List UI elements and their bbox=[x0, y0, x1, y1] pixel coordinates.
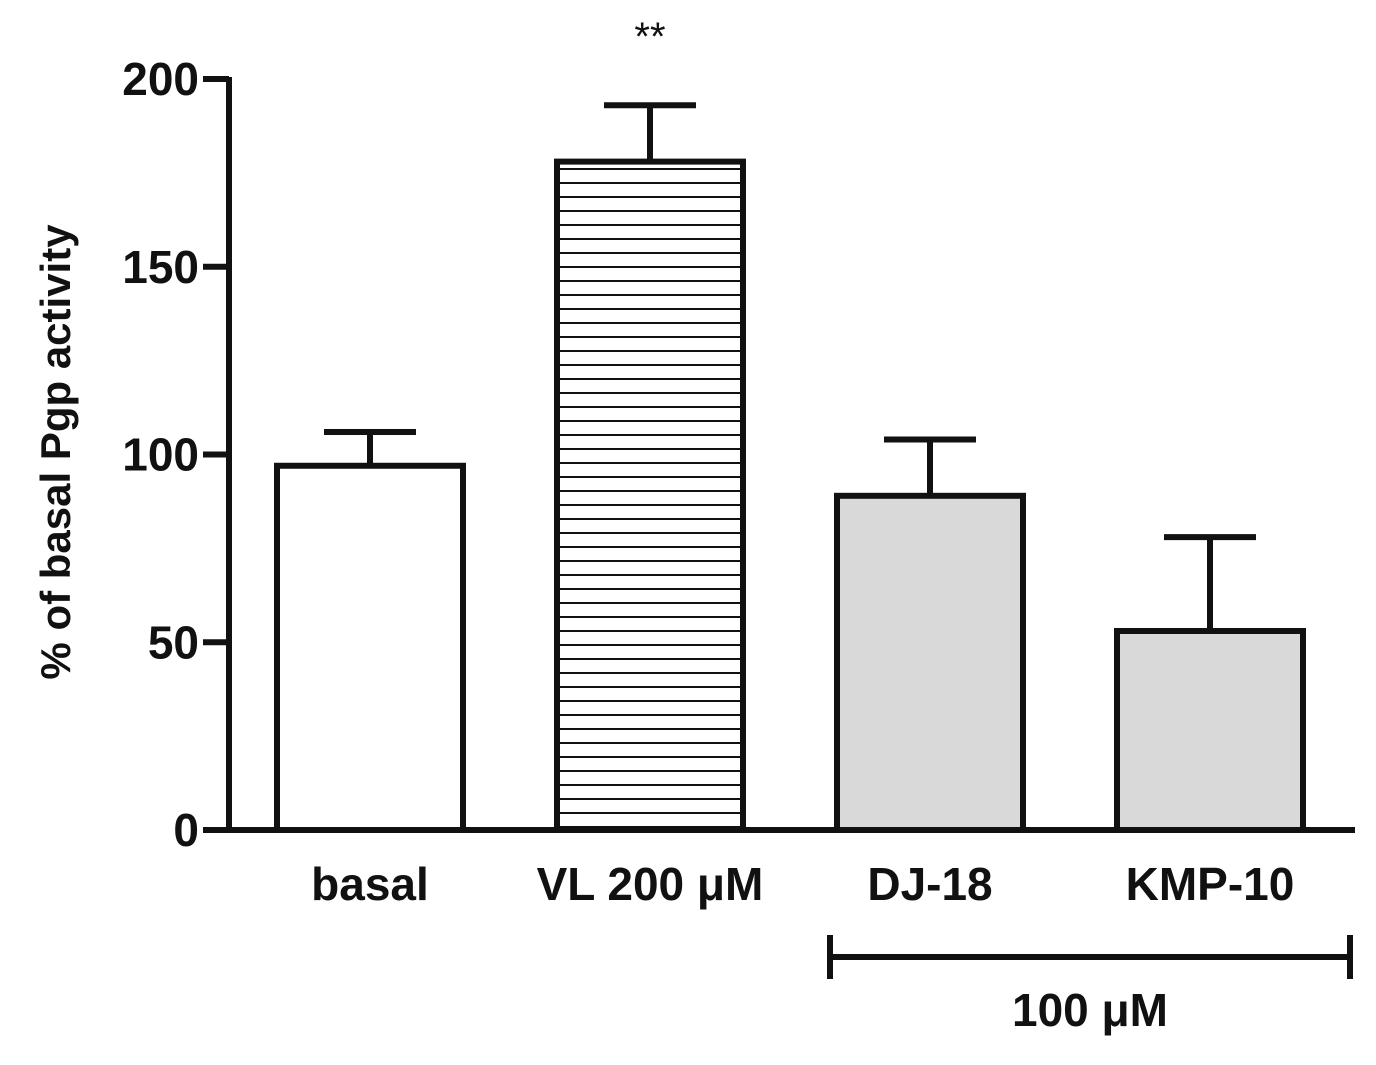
y-axis-title: % of basal Pgp activity bbox=[32, 224, 79, 680]
labels-layer: 0 50 100 150 200 basal VL 200 μM DJ-18 KMP-10 % o… bbox=[32, 15, 1294, 1036]
y-tick-label-0: 0 bbox=[173, 804, 199, 856]
category-label-0: basal bbox=[311, 858, 429, 910]
bar-2 bbox=[834, 492, 1026, 833]
axes-layer bbox=[203, 76, 1355, 979]
category-label-1: VL 200 μM bbox=[537, 858, 764, 910]
y-tick-label-3: 150 bbox=[122, 241, 199, 293]
y-tick-label-4: 200 bbox=[122, 53, 199, 105]
category-label-2: DJ-18 bbox=[867, 858, 992, 910]
significance-label-0: ** bbox=[634, 15, 665, 59]
y-tick-label-2: 100 bbox=[122, 429, 199, 481]
y-tick-label-1: 50 bbox=[148, 616, 199, 668]
bar-1 bbox=[554, 158, 746, 834]
bar-0 bbox=[274, 462, 466, 833]
category-label-3: KMP-10 bbox=[1126, 858, 1295, 910]
group-bracket-label: 100 μM bbox=[1012, 984, 1168, 1036]
bar-3 bbox=[1114, 627, 1306, 833]
bars-layer bbox=[274, 158, 1306, 834]
error-bars-layer bbox=[324, 102, 1256, 631]
